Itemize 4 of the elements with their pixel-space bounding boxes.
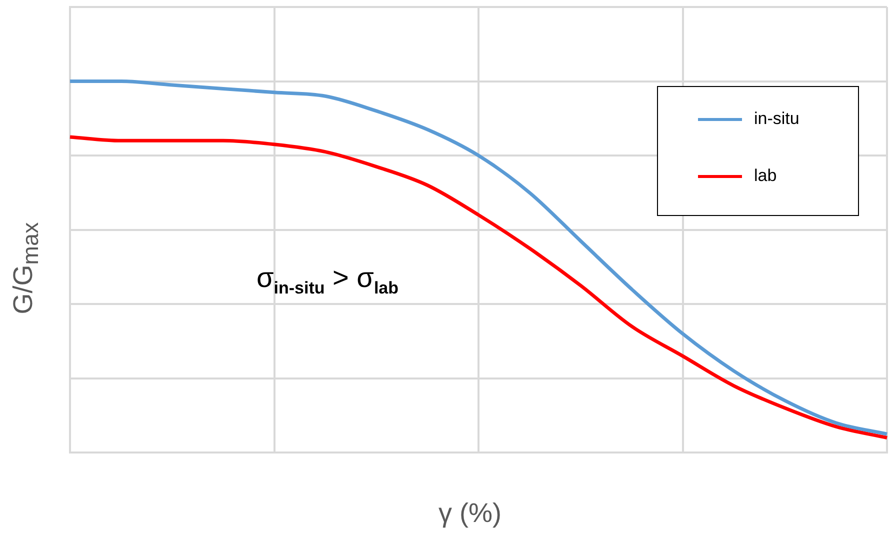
annotation: σ$_{in-situ}$ > σ$_{lab}$ xyxy=(255,261,400,300)
legend-label: lab xyxy=(754,166,777,185)
x-axis-title: γ (%) xyxy=(438,498,502,529)
legend-label: in-situ xyxy=(754,109,800,128)
